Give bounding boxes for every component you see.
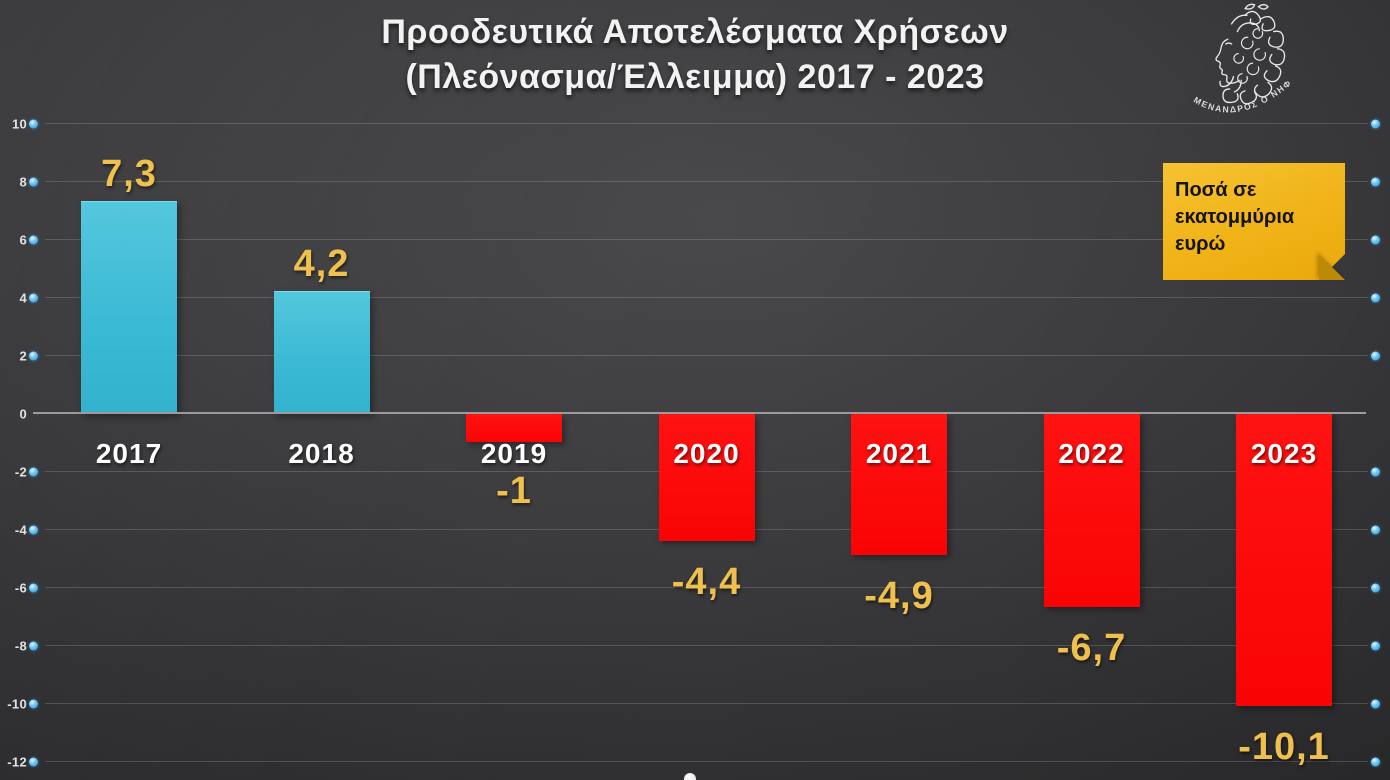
y-tick-label--12: -12 xyxy=(7,754,27,769)
tick-dot-right--6 xyxy=(1371,583,1380,592)
x-axis-zero-line xyxy=(33,412,1366,414)
gridline-10 xyxy=(45,123,1368,124)
tick-dot-left--10 xyxy=(29,699,38,708)
y-tick-label--8: -8 xyxy=(14,638,27,653)
category-label-2022: 2022 xyxy=(1058,438,1125,469)
y-tick-label-2: 2 xyxy=(19,348,27,363)
slide-nav-dot xyxy=(684,773,696,780)
menandros-logo-icon: ΜΕΝΑΝΔΡΟΣ Ο ΝΗΦΙΕΥΣ xyxy=(1178,2,1292,115)
bar-2023 xyxy=(1236,414,1332,706)
tick-dot-left-4 xyxy=(29,293,38,302)
value-label-2023: -10,1 xyxy=(1238,725,1330,768)
tick-dot-left-10 xyxy=(29,119,38,128)
gridline--6 xyxy=(45,587,1368,588)
bar-2021 xyxy=(851,414,947,556)
bar-2017 xyxy=(81,201,177,414)
y-tick-label-4: 4 xyxy=(19,290,27,305)
gridline-6 xyxy=(45,239,1368,240)
y-tick-label-8: 8 xyxy=(19,174,27,189)
bar-2018 xyxy=(273,291,370,414)
category-label-2020: 2020 xyxy=(673,438,740,469)
gridline--10 xyxy=(45,703,1368,704)
tick-dot-left--4 xyxy=(29,525,38,534)
value-label-2022: -6,7 xyxy=(1056,627,1127,670)
units-note-text: Ποσά σε εκατομμύρια ευρώ xyxy=(1175,179,1295,255)
tick-dot-right--10 xyxy=(1371,699,1380,708)
y-tick-label--6: -6 xyxy=(14,580,27,595)
gridline-2 xyxy=(45,355,1368,356)
tick-dot-right--2 xyxy=(1371,467,1380,476)
value-label-2019: -1 xyxy=(496,470,532,512)
y-tick-label--4: -4 xyxy=(14,522,27,537)
category-label-2018: 2018 xyxy=(288,438,355,469)
category-label-2017: 2017 xyxy=(95,438,163,469)
tick-dot-right--12 xyxy=(1371,757,1380,766)
chart-title: Προοδευτικά Αποτελέσματα Χρήσεων (Πλεόνα… xyxy=(0,10,1390,100)
gridline--8 xyxy=(45,645,1368,646)
tick-dot-left-2 xyxy=(29,351,38,360)
tick-dot-left--12 xyxy=(29,757,38,766)
value-label-2020: -4,4 xyxy=(671,560,742,603)
category-label-2019: 2019 xyxy=(480,438,548,469)
y-tick-label--2: -2 xyxy=(14,464,27,479)
gridline-4 xyxy=(45,297,1368,298)
tick-dot-right--8 xyxy=(1371,641,1380,650)
tick-dot-left-8 xyxy=(29,177,38,186)
value-label-2017: 7,3 xyxy=(101,153,157,196)
value-label-2021: -4,9 xyxy=(864,575,934,618)
tick-dot-right-4 xyxy=(1371,293,1380,302)
y-tick-label-6: 6 xyxy=(19,232,27,247)
y-tick-label-10: 10 xyxy=(11,116,27,131)
chart-title-line2: (Πλεόνασμα/Έλλειμμα) 2017 - 2023 xyxy=(405,58,985,96)
tick-dot-right-6 xyxy=(1371,235,1380,244)
tick-dot-right-8 xyxy=(1371,177,1380,186)
tick-dot-left--6 xyxy=(29,583,38,592)
tick-dot-right--4 xyxy=(1371,525,1380,534)
bar-2020 xyxy=(658,414,755,541)
gridline-8 xyxy=(45,181,1368,182)
tick-dot-left-6 xyxy=(29,235,38,244)
y-tick-label--10: -10 xyxy=(7,696,27,711)
tick-dot-left--8 xyxy=(29,641,38,650)
value-label-2018: 4,2 xyxy=(293,243,350,286)
tick-dot-right-2 xyxy=(1371,351,1380,360)
bar-2019 xyxy=(466,414,562,442)
chart-title-line1: Προοδευτικά Αποτελέσματα Χρήσεων xyxy=(381,13,1009,51)
logo-face-line xyxy=(1215,38,1240,84)
y-tick-label-0: 0 xyxy=(19,406,27,421)
tick-dot-left--2 xyxy=(29,467,38,476)
note-fold-corner xyxy=(1319,254,1345,280)
gridline--12 xyxy=(45,761,1368,762)
units-note: Ποσά σε εκατομμύρια ευρώ xyxy=(1163,163,1345,280)
category-label-2021: 2021 xyxy=(865,438,933,469)
category-label-2023: 2023 xyxy=(1250,438,1318,469)
tick-dot-right-10 xyxy=(1371,119,1380,128)
bar-2022 xyxy=(1043,414,1140,608)
